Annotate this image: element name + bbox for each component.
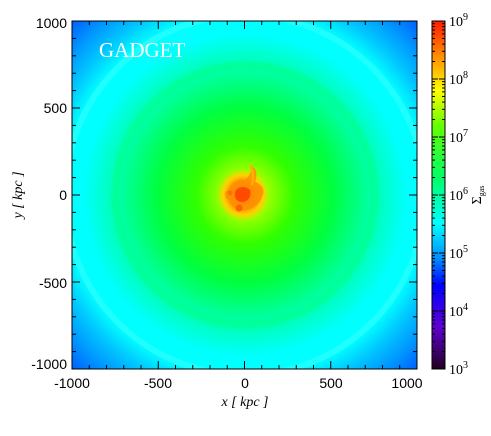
x-tick-label: 0	[241, 375, 249, 391]
y-axis-title: y [ kpc ]	[11, 171, 26, 220]
y-tick-label: 0	[59, 187, 67, 203]
x-axis-tick-marks	[71, 21, 418, 369]
colorbar-label: Σgas	[470, 186, 486, 205]
colorbar: 109 108 107 106 105 104 103 Σgas	[431, 12, 486, 378]
colorbar-tick-label: 105	[449, 244, 468, 262]
y-axis-tick-labels: 1000 500 0 -500 -1000	[31, 15, 67, 372]
y-tick-label: -1000	[31, 356, 67, 372]
code-label: GADGET	[99, 38, 185, 62]
colorbar-tick-marks	[432, 20, 445, 370]
y-tick-label: -500	[39, 275, 67, 291]
y-axis-tick-marks	[72, 20, 417, 370]
colorbar-tick-label: 106	[449, 186, 468, 204]
x-tick-label: 500	[319, 375, 343, 391]
colorbar-tick-label: 107	[449, 128, 468, 146]
colorbar-tick-label: 108	[449, 70, 468, 88]
colorbar-tick-labels: 109 108 107 106 105 104 103	[449, 12, 468, 378]
x-tick-label: 1000	[391, 375, 422, 391]
x-tick-label: -500	[144, 375, 172, 391]
colorbar-label-subscript: gas	[477, 186, 486, 197]
colorbar-tick-label: 103	[449, 360, 468, 378]
central-gas-clump	[217, 164, 269, 221]
x-tick-label: -1000	[54, 375, 90, 391]
colorbar-tick-label: 104	[449, 302, 468, 320]
y-tick-label: 1000	[36, 15, 67, 31]
colorbar-label-symbol: Σ	[470, 196, 485, 204]
colorbar-tick-label: 109	[449, 12, 468, 30]
x-axis-tick-labels: -1000 -500 0 500 1000	[54, 375, 423, 391]
y-tick-label: 500	[44, 100, 68, 116]
x-axis-title: x [ kpc ]	[220, 395, 268, 410]
